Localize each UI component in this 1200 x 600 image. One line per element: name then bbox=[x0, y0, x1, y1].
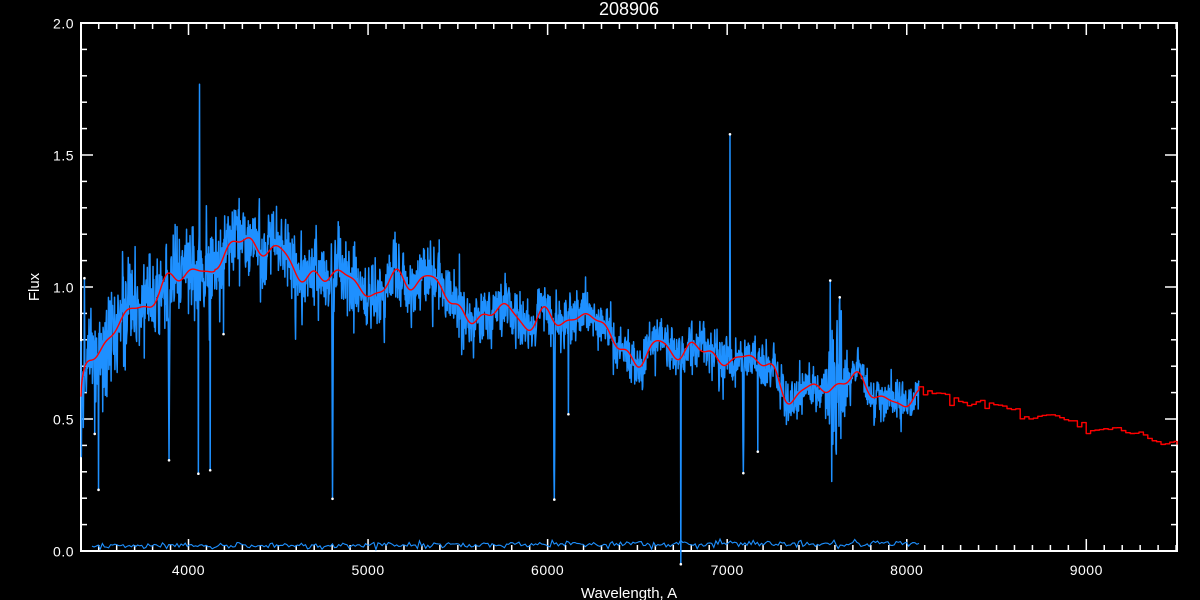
svg-text:208906: 208906 bbox=[599, 0, 659, 19]
svg-text:Flux: Flux bbox=[26, 272, 43, 301]
svg-text:6000: 6000 bbox=[531, 562, 564, 578]
svg-text:1.0: 1.0 bbox=[53, 280, 74, 296]
svg-text:2.0: 2.0 bbox=[53, 16, 74, 32]
svg-text:1.5: 1.5 bbox=[53, 148, 74, 164]
svg-text:0.5: 0.5 bbox=[53, 412, 74, 428]
svg-text:4000: 4000 bbox=[172, 562, 205, 578]
svg-text:8000: 8000 bbox=[890, 562, 923, 578]
svg-text:7000: 7000 bbox=[711, 562, 744, 578]
svg-text:5000: 5000 bbox=[351, 562, 384, 578]
svg-text:9000: 9000 bbox=[1070, 562, 1103, 578]
svg-text:0.0: 0.0 bbox=[53, 544, 74, 560]
svg-text:Wavelength, A: Wavelength, A bbox=[581, 585, 677, 600]
